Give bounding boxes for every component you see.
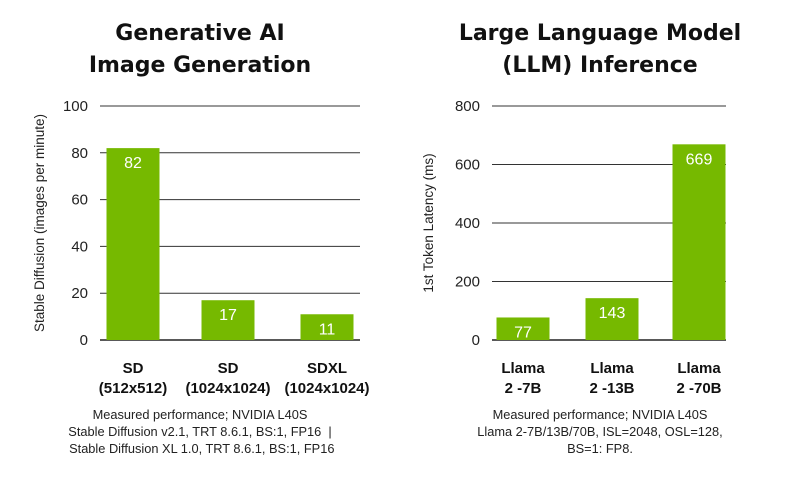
bar-value-label: 17 (219, 307, 237, 324)
bar (106, 148, 160, 340)
bar (585, 298, 639, 340)
footnote-line-1: Measured performance; NVIDIA L40S (92, 407, 308, 422)
y-tick-label: 100 (63, 98, 88, 115)
category-label: Llama (677, 360, 721, 377)
y-tick-label: 200 (455, 274, 480, 291)
category-label: 2 -13B (589, 380, 634, 397)
category-label: (1024x1024) (185, 380, 270, 397)
bar-value-label: 77 (514, 324, 532, 341)
y-axis-title: 1st Token Latency (ms) (421, 153, 436, 292)
category-label: (1024x1024) (284, 380, 369, 397)
y-tick-label: 400 (455, 215, 480, 232)
y-tick-label: 0 (472, 332, 480, 349)
bar-value-label: 11 (319, 321, 336, 338)
category-label: SD (123, 360, 144, 377)
footnote-line-3: BS=1: FP8. (567, 441, 633, 456)
footnote-line-2: Llama 2-7B/13B/70B, ISL=2048, OSL=128, (477, 424, 723, 439)
footnote-line-1: Measured performance; NVIDIA L40S (492, 407, 708, 422)
llm-inference-panel: Large Language Model (LLM) Inference 0 20… (400, 0, 800, 485)
category-label: Llama (590, 360, 634, 377)
chart-title-line-2: (LLM) Inference (502, 53, 698, 78)
footnote-line-2: Stable Diffusion v2.1, TRT 8.6.1, BS:1, … (68, 424, 332, 439)
y-tick-label: 800 (455, 98, 480, 115)
bar-value-label: 143 (599, 305, 626, 322)
bar-value-label: 669 (686, 151, 713, 168)
chart-footnote: Measured performance; NVIDIA L40S Stable… (0, 406, 400, 457)
bar (300, 314, 354, 340)
y-tick-label: 600 (455, 157, 480, 174)
category-label: SD (218, 360, 239, 377)
y-tick-label: 20 (71, 285, 88, 302)
chart-footnote: Measured performance; NVIDIA L40S Llama … (400, 406, 800, 457)
y-axis-title: Stable Diffusion (images per minute) (32, 114, 47, 332)
footnote-line-3: Stable Diffusion XL 1.0, TRT 8.6.1, BS:1… (65, 441, 335, 456)
category-label: Llama (501, 360, 545, 377)
chart-title-line-2: Image Generation (88, 53, 312, 78)
category-label: 2 -7B (505, 380, 542, 397)
chart-title-line-1: Large Language Model (458, 21, 742, 46)
llm-inference-bar-chart: 0 200 400 600 800 1st Token Latency (ms) 77 Lla… (421, 98, 726, 397)
bar (496, 317, 550, 340)
y-tick-label: 40 (71, 238, 88, 255)
bar-value-label: 82 (124, 155, 142, 172)
chart-title: Large Language Model (LLM) Inference (400, 18, 800, 82)
bar (201, 300, 255, 340)
y-tick-label: 80 (71, 145, 88, 162)
category-label: 2 -70B (676, 380, 721, 397)
image-generation-bar-chart: 0 20 40 60 80 100 Stable Diffusion (images per… (32, 98, 370, 397)
y-tick-label: 60 (71, 192, 88, 209)
chart-title: Generative AI Image Generation (0, 18, 400, 82)
chart-title-line-1: Generative AI (115, 21, 285, 46)
bar (672, 144, 726, 340)
category-label: (512x512) (99, 380, 167, 397)
y-tick-label: 0 (80, 332, 88, 349)
image-generation-panel: Generative AI Image Generation 0 20 40 60 80… (0, 18, 400, 457)
category-label: SDXL (307, 360, 347, 377)
